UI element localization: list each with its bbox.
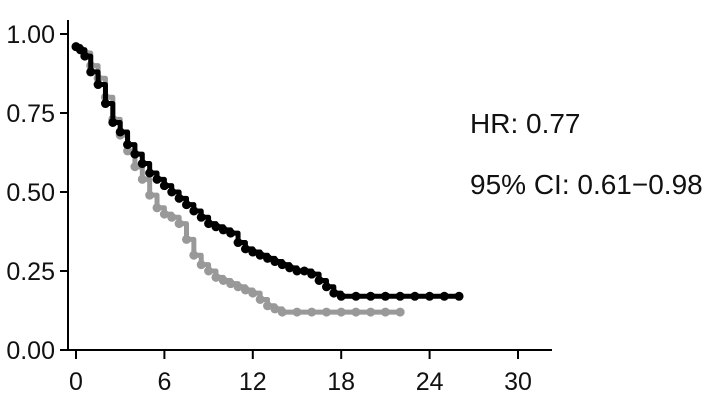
data-point xyxy=(75,45,85,55)
axes: 0.00 0.25 0.50 0.75 1.00 0 6 12 18 24 30 xyxy=(6,20,552,396)
data-point xyxy=(248,288,258,298)
y-tick-label: 0.75 xyxy=(6,100,55,128)
y-tick-label: 0.00 xyxy=(6,337,55,365)
data-point xyxy=(233,282,243,292)
data-point xyxy=(189,250,199,260)
data-point xyxy=(270,257,280,267)
data-point xyxy=(255,250,265,260)
x-tick-label: 24 xyxy=(416,368,444,396)
data-point xyxy=(182,234,191,244)
data-point xyxy=(439,291,449,301)
data-point xyxy=(218,275,228,285)
x-ticks: 0 6 12 18 24 30 xyxy=(69,350,532,396)
data-point xyxy=(329,288,339,298)
series-1 xyxy=(71,42,405,317)
data-point xyxy=(123,146,133,156)
data-point xyxy=(285,263,295,273)
data-point xyxy=(270,304,280,314)
data-point xyxy=(263,301,273,311)
hazard-ratio-annotation: HR: 0.77 xyxy=(470,108,581,139)
data-point xyxy=(80,51,90,61)
data-point xyxy=(425,291,435,301)
data-point xyxy=(351,291,361,301)
data-point xyxy=(108,117,118,127)
data-point xyxy=(123,140,133,150)
data-point xyxy=(248,247,258,257)
data-point xyxy=(240,285,250,295)
data-point xyxy=(159,181,169,191)
series-layer xyxy=(71,42,464,317)
data-point xyxy=(182,200,191,210)
y-ticks: 0.00 0.25 0.50 0.75 1.00 xyxy=(6,21,68,365)
data-point xyxy=(307,269,317,279)
data-point xyxy=(321,307,331,317)
data-point xyxy=(454,291,464,301)
data-point xyxy=(307,307,317,317)
data-point xyxy=(255,294,265,304)
data-point xyxy=(395,307,405,317)
confidence-interval-annotation: 95% CI: 0.61−0.98 xyxy=(470,169,703,200)
data-point xyxy=(174,219,184,229)
data-point xyxy=(277,260,287,270)
x-tick-label: 30 xyxy=(504,368,532,396)
data-point xyxy=(174,193,184,203)
data-point xyxy=(189,206,199,216)
data-point xyxy=(204,219,214,229)
data-point xyxy=(366,307,376,317)
x-tick-label: 18 xyxy=(327,368,355,396)
data-point xyxy=(167,187,177,197)
data-point xyxy=(321,282,331,292)
data-point xyxy=(351,307,361,317)
data-point xyxy=(130,162,140,172)
data-point xyxy=(145,190,155,200)
data-point xyxy=(152,203,162,213)
data-point xyxy=(263,253,273,263)
data-point xyxy=(380,291,390,301)
data-point xyxy=(211,222,221,232)
data-point xyxy=(196,260,206,270)
data-point xyxy=(204,266,214,276)
data-point xyxy=(152,174,162,184)
data-point xyxy=(292,266,302,276)
data-point xyxy=(233,238,243,248)
data-point xyxy=(218,225,228,235)
data-point xyxy=(366,291,376,301)
data-point xyxy=(93,80,103,90)
data-point xyxy=(211,272,221,282)
data-point xyxy=(196,212,206,222)
data-point xyxy=(395,291,405,301)
x-tick-label: 6 xyxy=(157,368,171,396)
series-line xyxy=(76,44,401,315)
data-point xyxy=(226,228,236,238)
data-point xyxy=(115,127,125,137)
data-point xyxy=(167,212,177,222)
data-point xyxy=(100,99,110,109)
data-point xyxy=(240,244,250,254)
data-point xyxy=(137,174,147,184)
data-point xyxy=(130,149,140,159)
data-point xyxy=(159,209,169,219)
data-point xyxy=(292,307,302,317)
data-point xyxy=(86,67,96,77)
x-tick-label: 0 xyxy=(69,368,83,396)
data-point xyxy=(277,307,287,317)
y-tick-label: 1.00 xyxy=(6,21,55,49)
data-point xyxy=(410,291,420,301)
y-tick-label: 0.25 xyxy=(6,258,55,286)
data-point xyxy=(336,307,346,317)
data-point xyxy=(137,159,147,169)
data-point xyxy=(226,279,236,289)
data-point xyxy=(380,307,390,317)
data-point xyxy=(314,275,324,285)
data-point xyxy=(336,291,346,301)
x-tick-label: 12 xyxy=(239,368,267,396)
data-point xyxy=(299,266,309,276)
data-point xyxy=(145,168,155,178)
series-0 xyxy=(71,42,464,301)
y-tick-label: 0.50 xyxy=(6,179,55,207)
